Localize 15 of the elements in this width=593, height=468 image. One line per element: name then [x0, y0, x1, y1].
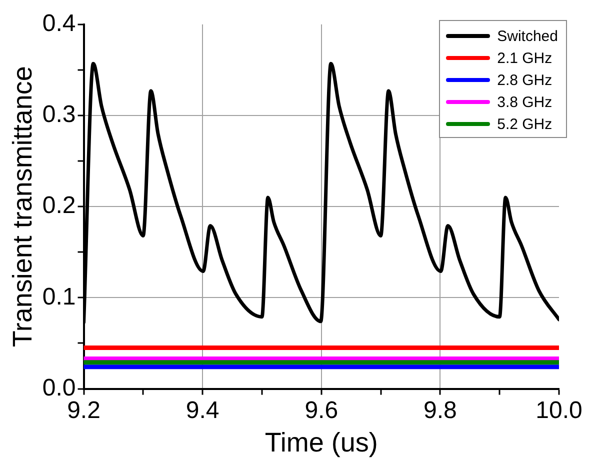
x-tick-label: 9.6	[304, 396, 338, 424]
x-tick-label: 10.0	[536, 396, 582, 424]
legend-label: Switched	[497, 28, 558, 44]
legend-label: 2.1 GHz	[497, 50, 552, 66]
y-tick-label: 0.1	[42, 283, 76, 310]
legend-label: 5.2 GHz	[497, 116, 552, 132]
legend-label: 2.8 GHz	[497, 72, 552, 88]
x-tick-label: 9.8	[424, 396, 457, 424]
y-tick-label: 0.3	[42, 101, 76, 128]
x-tick-label: 9.4	[186, 396, 220, 424]
x-axis-title: Time (us)	[264, 427, 378, 458]
y-axis-title: Transient transmittance	[8, 66, 38, 348]
y-tick-label: 0.2	[42, 192, 76, 220]
legend-label: 3.8 GHz	[497, 94, 552, 110]
y-tick-label: 0.4	[42, 10, 76, 38]
